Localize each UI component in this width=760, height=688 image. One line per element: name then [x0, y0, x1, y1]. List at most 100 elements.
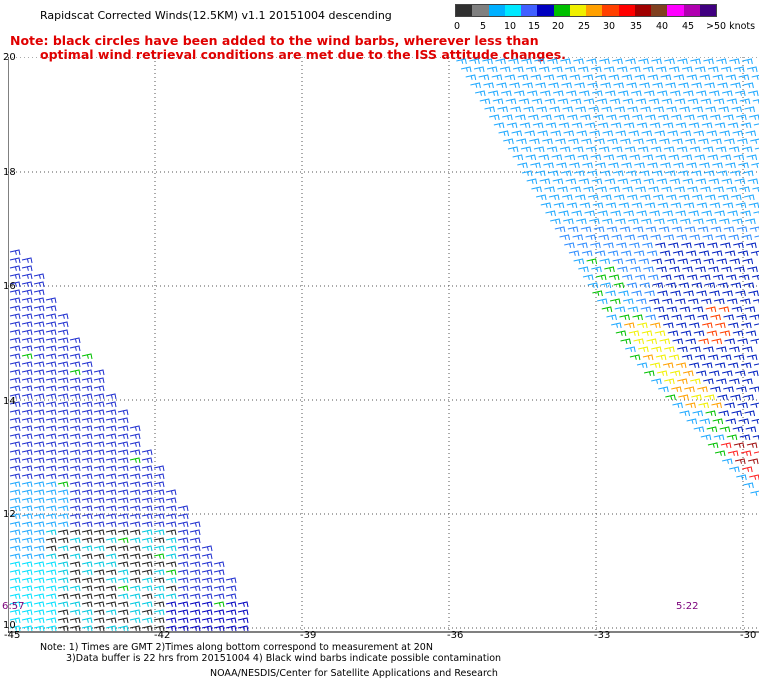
- wind-barb: [612, 58, 623, 65]
- wind-barb: [507, 146, 519, 153]
- wind-barb: [612, 170, 624, 177]
- wind-barb: [81, 481, 93, 488]
- wind-barb: [45, 529, 57, 536]
- wind-barb: [643, 370, 655, 377]
- wind-barb: [153, 529, 165, 536]
- wind-barb: [93, 393, 105, 400]
- wind-barb: [604, 178, 616, 185]
- wind-barb: [731, 410, 743, 417]
- wind-barb: [640, 306, 652, 313]
- wind-barb: [33, 337, 45, 344]
- wind-barb: [669, 266, 680, 273]
- wind-barb: [21, 513, 33, 520]
- wind-barb: [622, 98, 634, 105]
- wind-barb: [9, 441, 21, 448]
- wind-barb: [713, 186, 724, 193]
- wind-barb: [700, 186, 711, 193]
- wind-barb: [69, 529, 81, 536]
- wind-barb: [648, 186, 659, 193]
- wind-barb: [21, 377, 33, 384]
- colorbar-label: 15: [528, 21, 541, 32]
- wind-barb: [57, 481, 69, 488]
- wind-barb: [599, 258, 611, 265]
- wind-barb: [723, 386, 734, 393]
- wind-barb: [225, 625, 237, 632]
- colorbar-label: >50 knots: [706, 21, 756, 32]
- wind-barb: [9, 529, 21, 536]
- wind-barb: [535, 82, 546, 89]
- wind-barb: [141, 537, 153, 544]
- wind-barb: [33, 281, 45, 288]
- wind-barb: [675, 122, 687, 129]
- wind-barb: [628, 130, 640, 137]
- wind-barb: [602, 218, 613, 225]
- wind-barb: [33, 521, 45, 528]
- colorbar-label: 40: [656, 21, 669, 32]
- wind-barb: [604, 266, 615, 273]
- wind-barb: [599, 58, 610, 65]
- wind-barb: [692, 410, 704, 417]
- wind-barb: [692, 106, 703, 113]
- wind-barb: [189, 529, 201, 536]
- wind-barb: [629, 354, 641, 361]
- wind-barb: [33, 473, 45, 480]
- wind-barb: [33, 377, 45, 384]
- wind-barb: [484, 106, 495, 113]
- wind-barb: [742, 170, 754, 177]
- wind-barb: [744, 306, 756, 313]
- wind-barb: [57, 385, 69, 392]
- wind-barb: [33, 409, 45, 416]
- wind-barb: [153, 537, 165, 544]
- wind-barb: [57, 337, 69, 344]
- wind-barb: [723, 226, 735, 233]
- wind-barb: [515, 114, 526, 121]
- wind-barb: [153, 481, 165, 488]
- wind-barb: [547, 58, 558, 65]
- wind-barb: [165, 521, 177, 528]
- wind-barb: [129, 521, 141, 528]
- wind-barb: [9, 553, 21, 560]
- wind-barb: [667, 218, 678, 225]
- wind-barb: [631, 202, 643, 209]
- wind-barb: [707, 154, 719, 161]
- wind-barb: [117, 505, 129, 512]
- wind-barb: [497, 106, 508, 113]
- wind-barb: [165, 537, 177, 544]
- wind-barb: [81, 377, 93, 384]
- wind-barb: [720, 66, 732, 73]
- wind-barb: [9, 561, 21, 568]
- wind-barb: [153, 513, 165, 520]
- wind-barb: [9, 265, 21, 272]
- wind-barb: [21, 457, 33, 464]
- wind-barb: [33, 529, 45, 536]
- wind-barb: [741, 146, 753, 153]
- wind-barb: [512, 154, 524, 161]
- wind-barb: [189, 585, 201, 592]
- wind-barb: [716, 58, 727, 65]
- wind-barb: [702, 234, 714, 241]
- wind-barb: [603, 66, 615, 73]
- wind-barb: [105, 521, 117, 528]
- wind-barb: [649, 122, 661, 129]
- wind-barb: [153, 585, 165, 592]
- colorbar-label: 10: [504, 21, 517, 32]
- wind-barb: [45, 441, 57, 448]
- wind-barb: [540, 90, 551, 97]
- wind-barb: [69, 601, 81, 608]
- wind-barb: [213, 593, 225, 600]
- wind-barb: [9, 409, 21, 416]
- wind-barb: [21, 289, 33, 296]
- wind-barb: [609, 186, 620, 193]
- wind-barb: [105, 585, 117, 592]
- wind-barb: [679, 410, 691, 417]
- wind-barb: [81, 625, 93, 632]
- wind-barb: [538, 154, 550, 161]
- wind-barb: [685, 138, 696, 145]
- wind-barb: [615, 218, 626, 225]
- colorbar-swatch: [683, 5, 700, 16]
- wind-barb: [538, 66, 550, 73]
- wind-barb: [201, 577, 213, 584]
- wind-barb: [21, 297, 33, 304]
- wind-barb: [660, 74, 672, 81]
- wind-barb: [671, 386, 682, 393]
